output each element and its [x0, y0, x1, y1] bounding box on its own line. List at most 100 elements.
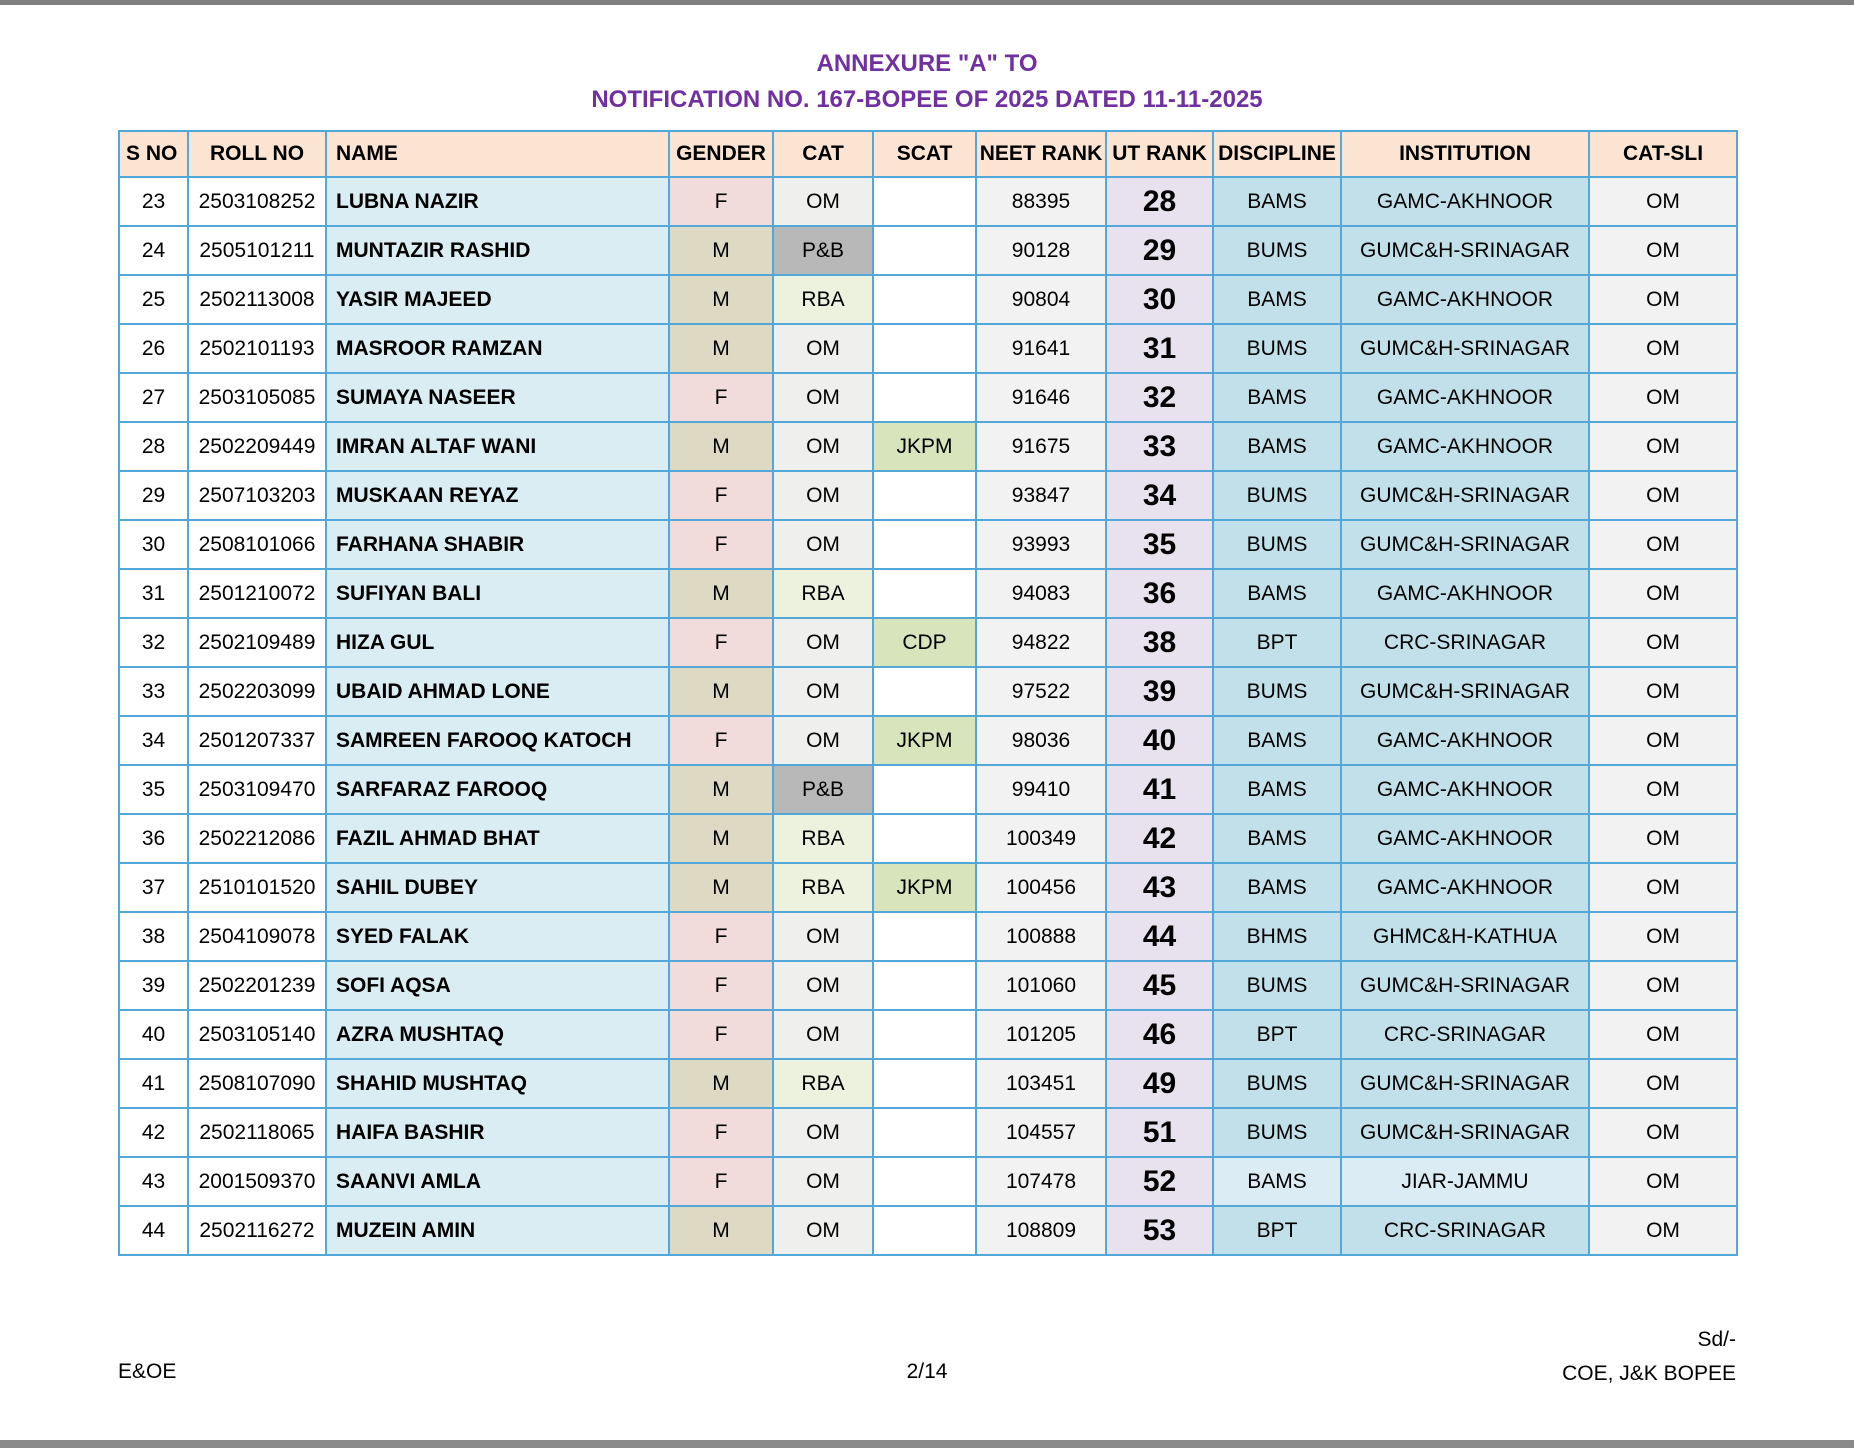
cell-gender: F	[668, 176, 774, 227]
cell-cat: OM	[772, 1205, 874, 1256]
cell-gender: M	[668, 1205, 774, 1256]
cell-discipline: BAMS	[1212, 274, 1342, 325]
cell-ut: 38	[1105, 617, 1214, 668]
cell-name: HAIFA BASHIR	[325, 1107, 670, 1158]
cell-ut: 49	[1105, 1058, 1214, 1109]
header-gender: GENDER	[668, 130, 774, 178]
cell-ut: 36	[1105, 568, 1214, 619]
cell-scat	[872, 323, 977, 374]
cell-gender: F	[668, 1156, 774, 1207]
cell-roll: 2502212086	[187, 813, 327, 864]
cell-scat	[872, 274, 977, 325]
cell-discipline: BAMS	[1212, 813, 1342, 864]
cell-institution: GAMC-AKHNOOR	[1340, 274, 1590, 325]
cell-roll: 2508107090	[187, 1058, 327, 1109]
cell-catsli: OM	[1588, 1156, 1738, 1207]
cell-sno: 34	[118, 715, 189, 766]
cell-roll: 2501210072	[187, 568, 327, 619]
cell-neet: 98036	[975, 715, 1107, 766]
cell-cat: OM	[772, 666, 874, 717]
cell-scat	[872, 813, 977, 864]
cell-neet: 94822	[975, 617, 1107, 668]
cell-sno: 33	[118, 666, 189, 717]
table-row: 44 2502116272 MUZEIN AMIN M OM 108809 53…	[118, 1205, 1738, 1256]
cell-cat: RBA	[772, 568, 874, 619]
cell-discipline: BAMS	[1212, 1156, 1342, 1207]
cell-scat	[872, 568, 977, 619]
cell-institution: GAMC-AKHNOOR	[1340, 813, 1590, 864]
cell-ut: 45	[1105, 960, 1214, 1011]
cell-roll: 2504109078	[187, 911, 327, 962]
header-name: NAME	[325, 130, 670, 178]
cell-discipline: BAMS	[1212, 764, 1342, 815]
cell-neet: 91641	[975, 323, 1107, 374]
cell-discipline: BPT	[1212, 617, 1342, 668]
header-neet-rank: NEET RANK	[975, 130, 1107, 178]
cell-sno: 38	[118, 911, 189, 962]
cell-neet: 88395	[975, 176, 1107, 227]
results-table: S NO ROLL NO NAME GENDER CAT SCAT NEET R…	[118, 130, 1738, 1256]
cell-institution: GUMC&H-SRINAGAR	[1340, 225, 1590, 276]
cell-scat	[872, 519, 977, 570]
cell-discipline: BUMS	[1212, 1058, 1342, 1109]
cell-ut: 39	[1105, 666, 1214, 717]
table-row: 26 2502101193 MASROOR RAMZAN M OM 91641 …	[118, 323, 1738, 374]
cell-discipline: BPT	[1212, 1009, 1342, 1060]
cell-name: MASROOR RAMZAN	[325, 323, 670, 374]
header-institution: INSTITUTION	[1340, 130, 1590, 178]
cell-ut: 46	[1105, 1009, 1214, 1060]
table-row: 32 2502109489 HIZA GUL F OM CDP 94822 38…	[118, 617, 1738, 668]
cell-gender: F	[668, 960, 774, 1011]
cell-scat	[872, 764, 977, 815]
cell-institution: GUMC&H-SRINAGAR	[1340, 519, 1590, 570]
table-row: 37 2510101520 SAHIL DUBEY M RBA JKPM 100…	[118, 862, 1738, 913]
cell-ut: 33	[1105, 421, 1214, 472]
cell-cat: OM	[772, 1009, 874, 1060]
table-row: 27 2503105085 SUMAYA NASEER F OM 91646 3…	[118, 372, 1738, 423]
cell-roll: 2503105140	[187, 1009, 327, 1060]
cell-gender: F	[668, 1009, 774, 1060]
cell-roll: 2505101211	[187, 225, 327, 276]
table-row: 39 2502201239 SOFI AQSA F OM 101060 45 B…	[118, 960, 1738, 1011]
cell-neet: 90804	[975, 274, 1107, 325]
cell-neet: 99410	[975, 764, 1107, 815]
cell-neet: 107478	[975, 1156, 1107, 1207]
cell-cat: RBA	[772, 813, 874, 864]
cell-neet: 90128	[975, 225, 1107, 276]
cell-gender: M	[668, 421, 774, 472]
cell-cat: RBA	[772, 1058, 874, 1109]
cell-institution: GHMC&H-KATHUA	[1340, 911, 1590, 962]
table-row: 42 2502118065 HAIFA BASHIR F OM 104557 5…	[118, 1107, 1738, 1158]
cell-institution: GAMC-AKHNOOR	[1340, 715, 1590, 766]
cell-name: FAZIL AHMAD BHAT	[325, 813, 670, 864]
cell-ut: 31	[1105, 323, 1214, 374]
cell-scat	[872, 372, 977, 423]
cell-institution: GUMC&H-SRINAGAR	[1340, 323, 1590, 374]
cell-neet: 97522	[975, 666, 1107, 717]
cell-scat	[872, 1009, 977, 1060]
cell-gender: M	[668, 568, 774, 619]
header-scat: SCAT	[872, 130, 977, 178]
cell-neet: 91646	[975, 372, 1107, 423]
viewer-bottom-edge	[0, 1440, 1854, 1448]
cell-institution: GAMC-AKHNOOR	[1340, 764, 1590, 815]
cell-discipline: BHMS	[1212, 911, 1342, 962]
cell-catsli: OM	[1588, 666, 1738, 717]
cell-discipline: BUMS	[1212, 666, 1342, 717]
cell-ut: 34	[1105, 470, 1214, 521]
cell-sno: 29	[118, 470, 189, 521]
footer-signature: Sd/-	[1697, 1328, 1736, 1351]
cell-catsli: OM	[1588, 960, 1738, 1011]
cell-gender: F	[668, 1107, 774, 1158]
cell-discipline: BUMS	[1212, 960, 1342, 1011]
cell-discipline: BUMS	[1212, 470, 1342, 521]
cell-scat	[872, 960, 977, 1011]
cell-roll: 2503105085	[187, 372, 327, 423]
header-row: S NO ROLL NO NAME GENDER CAT SCAT NEET R…	[118, 130, 1738, 178]
table-row: 34 2501207337 SAMREEN FAROOQ KATOCH F OM…	[118, 715, 1738, 766]
cell-scat: JKPM	[872, 421, 977, 472]
header-sno: S NO	[118, 130, 189, 178]
table-row: 43 2001509370 SAANVI AMLA F OM 107478 52…	[118, 1156, 1738, 1207]
cell-roll: 2502101193	[187, 323, 327, 374]
footer-page-number: 2/14	[906, 1360, 948, 1383]
